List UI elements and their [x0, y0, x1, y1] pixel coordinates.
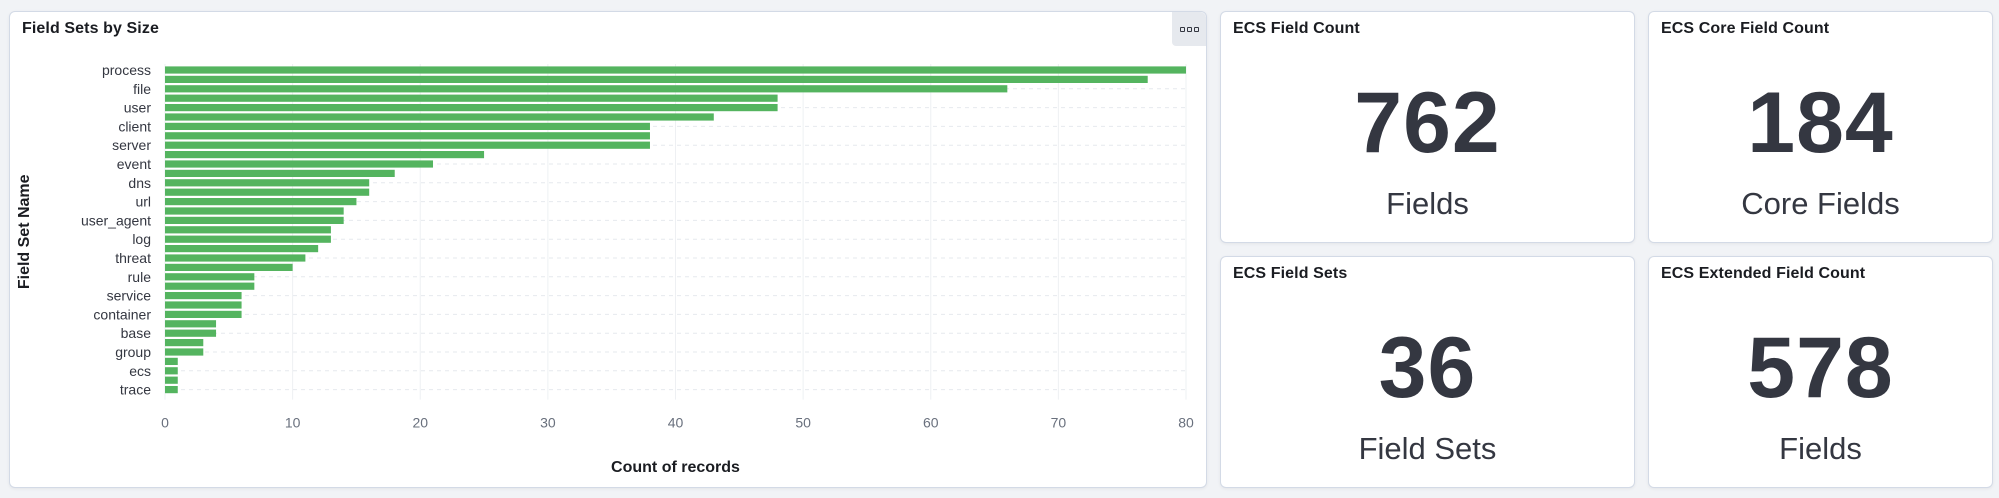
chart-panel-title: Field Sets by Size [22, 20, 159, 37]
chart-panel: Field Sets by Size 0 10 20 30 40 50 60 70 80 proc… [9, 11, 1207, 488]
y-tick-label: event [117, 156, 151, 172]
metric-panel-field-sets: ECS Field Sets 36 Field Sets [1220, 256, 1635, 488]
y-tick-label: rule [128, 269, 152, 285]
x-tick-label: 60 [923, 415, 939, 431]
x-tick-label: 30 [540, 415, 556, 431]
x-tick-label: 80 [1178, 415, 1194, 431]
bar [165, 160, 434, 168]
metric-panel-field-count: ECS Field Count 762 Fields [1220, 11, 1635, 243]
bar [165, 188, 370, 196]
metric-label: Field Sets [1358, 431, 1497, 466]
x-tick-label: 50 [795, 415, 811, 431]
y-tick-label: server [112, 137, 151, 153]
metric-value: 184 [1747, 75, 1894, 171]
x-tick-label: 20 [412, 415, 428, 431]
metric-title: ECS Extended Field Count [1661, 265, 1866, 282]
x-tick-label: 70 [1051, 415, 1067, 431]
x-tick-label: 40 [668, 415, 684, 431]
y-tick-label: log [132, 231, 151, 247]
bar [165, 216, 344, 224]
y-tick-label: dns [128, 175, 151, 191]
y-tick-label: group [115, 344, 151, 360]
bar [165, 113, 714, 121]
bar [165, 329, 217, 337]
bar [165, 85, 1008, 93]
metric-label: Fields [1779, 431, 1862, 466]
bar [165, 198, 357, 206]
bar [165, 75, 1148, 83]
y-tick-label: url [135, 194, 151, 210]
y-tick-label: process [102, 62, 151, 78]
y-tick-label: file [133, 81, 151, 97]
metric-title: ECS Field Sets [1233, 265, 1348, 282]
y-axis-title: Field Set Name [16, 174, 33, 289]
bar [165, 132, 650, 140]
bar [165, 235, 331, 243]
metric-value: 36 [1378, 320, 1477, 416]
bar [165, 207, 344, 215]
bar [165, 122, 650, 130]
x-axis-title: Count of records [611, 459, 740, 476]
bar [165, 104, 778, 112]
bar [165, 151, 485, 159]
panel-options-icon[interactable] [1172, 12, 1206, 46]
y-tick-label: threat [115, 250, 151, 266]
bar [165, 320, 217, 328]
metric-label: Fields [1386, 186, 1469, 221]
metric-panel-core-field-count: ECS Core Field Count 184 Core Fields [1648, 11, 1993, 243]
metric-value: 578 [1747, 320, 1894, 416]
metric-title: ECS Field Count [1233, 20, 1360, 37]
bar-chart: 0 10 20 30 40 50 60 70 80 process file user client se… [16, 62, 1194, 476]
bar [165, 245, 319, 253]
bar [165, 273, 255, 281]
metric-value: 762 [1354, 75, 1501, 171]
metric-title: ECS Core Field Count [1661, 20, 1830, 37]
y-tick-label: base [121, 325, 152, 341]
bar [165, 254, 306, 262]
bar [165, 348, 204, 356]
bar [165, 292, 242, 300]
bar [165, 226, 331, 234]
metric-label: Core Fields [1741, 186, 1900, 221]
bar [165, 386, 178, 394]
bar [165, 376, 178, 384]
bar [165, 357, 178, 365]
y-tick-label: client [118, 118, 151, 134]
bar [165, 66, 1186, 74]
bar [165, 282, 255, 290]
y-tick-label: service [107, 288, 152, 304]
x-tick-label: 10 [285, 415, 301, 431]
y-tick-label: user_agent [81, 212, 151, 228]
y-tick-label: user [124, 100, 152, 116]
x-tick-label: 0 [161, 415, 169, 431]
bar [165, 310, 242, 318]
bar [165, 141, 650, 149]
bar [165, 263, 293, 271]
bar [165, 169, 395, 177]
bar [165, 367, 178, 375]
metric-panel-extended-field-count: ECS Extended Field Count 578 Fields [1648, 256, 1993, 488]
bar [165, 339, 204, 347]
bar [165, 179, 370, 187]
bar [165, 301, 242, 309]
y-tick-label: container [93, 306, 151, 322]
y-tick-label: trace [120, 382, 151, 398]
bar [165, 94, 778, 102]
y-tick-label: ecs [129, 363, 151, 379]
